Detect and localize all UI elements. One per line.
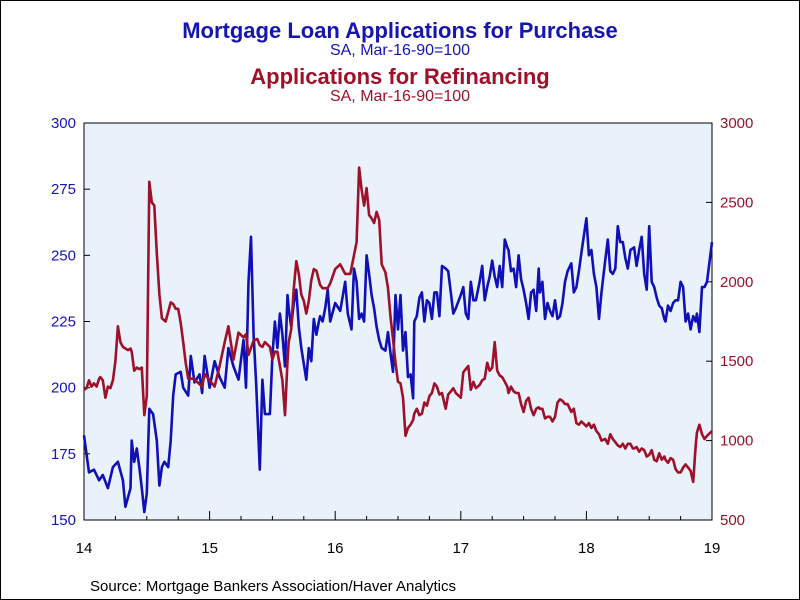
y-right-tick-label-500: 500 xyxy=(720,512,745,529)
chart-title-refinancing: Applications for Refinancing xyxy=(250,64,550,89)
chart-title-purchase: Mortgage Loan Applications for Purchase xyxy=(182,18,618,43)
y-left-tick-label-300: 300 xyxy=(51,115,76,132)
y-left-tick-label-150: 150 xyxy=(51,512,76,529)
chart-source-note: Source: Mortgage Bankers Association/Hav… xyxy=(90,578,457,595)
chart-subtitle-purchase: SA, Mar-16-90=100 xyxy=(329,42,471,59)
x-tick-label-2015: 15 xyxy=(201,540,218,557)
chart-subtitle-refinancing: SA, Mar-16-90=100 xyxy=(329,88,471,105)
y-right-tick-label-1500: 1500 xyxy=(720,353,753,370)
x-tick-label-2017: 17 xyxy=(452,540,469,557)
y-right-tick-label-1000: 1000 xyxy=(720,433,753,450)
x-tick-label-2018: 18 xyxy=(578,540,595,557)
y-right-tick-label-2000: 2000 xyxy=(720,274,753,291)
y-left-tick-label-200: 200 xyxy=(51,380,76,397)
y-right-tick-label-3000: 3000 xyxy=(720,115,753,132)
x-tick-label-2019: 19 xyxy=(704,540,721,557)
y-left-tick-label-175: 175 xyxy=(51,446,76,463)
series-line-purchase xyxy=(82,217,714,514)
y-left-tick-label-250: 250 xyxy=(51,247,76,264)
y-left-tick-label-275: 275 xyxy=(51,181,76,198)
x-tick-label-2016: 16 xyxy=(327,540,344,557)
y-left-tick-label-225: 225 xyxy=(51,314,76,331)
series-line-refinancing xyxy=(83,166,713,484)
y-right-tick-label-2500: 2500 xyxy=(720,194,753,211)
x-tick-label-2014: 14 xyxy=(76,540,93,557)
